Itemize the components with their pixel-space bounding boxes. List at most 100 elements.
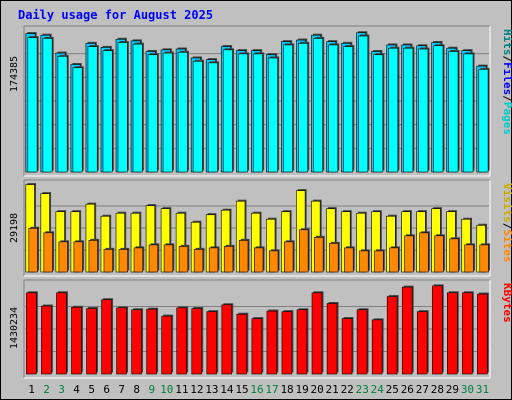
bar-files-day-30: [463, 53, 474, 173]
bar-sites-day-12: [193, 249, 204, 273]
bar-files-day-2: [42, 38, 53, 173]
legend-item: Hits: [501, 29, 512, 56]
bar-kbytes-day-28: [431, 285, 443, 375]
bar-kbytes-day-26: [401, 286, 413, 375]
bar-files-day-31: [478, 69, 489, 173]
bar-sites-day-30: [464, 244, 474, 273]
bar-sites-day-29: [449, 238, 459, 273]
day-label-25: 25: [386, 383, 399, 396]
bar-sites-day-6: [103, 249, 113, 273]
day-label-7: 7: [118, 383, 125, 396]
bar-kbytes-day-1: [26, 292, 37, 375]
bar-sites-day-27: [419, 232, 429, 273]
day-label-1: 1: [28, 383, 35, 396]
bar-files-day-17: [268, 57, 278, 173]
bar-kbytes-day-27: [416, 311, 428, 375]
day-label-20: 20: [311, 383, 324, 396]
bar-files-day-29: [448, 51, 459, 173]
bar-files-day-23: [358, 35, 369, 173]
legend-item: Files: [501, 62, 512, 95]
bar-sites-day-26: [404, 235, 414, 273]
day-label-31: 31: [476, 383, 489, 396]
bar-kbytes-day-29: [447, 292, 458, 375]
bar-files-day-4: [72, 67, 83, 173]
day-label-4: 4: [73, 383, 80, 396]
day-label-28: 28: [431, 383, 444, 396]
bar-kbytes-day-15: [236, 313, 248, 375]
bar-kbytes-day-9: [146, 308, 157, 375]
bar-files-day-21: [328, 44, 339, 173]
bar-kbytes-day-12: [191, 308, 202, 375]
day-label-9: 9: [148, 383, 155, 396]
bar-files-day-10: [162, 52, 173, 173]
bar-kbytes-day-11: [176, 307, 187, 375]
bar-files-day-25: [388, 47, 399, 173]
day-label-11: 11: [175, 383, 188, 396]
day-label-21: 21: [326, 383, 339, 396]
legend-item: KBytes: [501, 283, 512, 323]
bar-sites-day-28: [434, 235, 444, 273]
bar-sites-day-1: [28, 227, 38, 273]
bar-files-day-3: [57, 56, 68, 173]
bar-sites-day-9: [148, 244, 159, 273]
day-label-16: 16: [250, 383, 263, 396]
day-label-19: 19: [295, 383, 308, 396]
bar-sites-day-10: [163, 244, 174, 273]
bar-kbytes-day-10: [161, 315, 172, 375]
legend-item: Sites: [501, 229, 512, 262]
day-label-10: 10: [160, 383, 173, 396]
bar-kbytes-day-17: [266, 310, 278, 375]
bar-files-day-9: [147, 54, 158, 173]
bar-files-day-28: [433, 45, 444, 173]
bar-sites-day-21: [329, 243, 339, 273]
bar-sites-day-3: [58, 241, 68, 273]
panel-visits: 29198 Visits/Sites: [9, 179, 512, 277]
bar-kbytes-day-13: [206, 311, 218, 375]
bar-kbytes-day-31: [477, 293, 488, 375]
bar-kbytes-day-7: [116, 307, 127, 375]
legend-hits: Hits/Files/Pages: [501, 29, 512, 135]
panel-kbytes: 1430234 KBytes: [9, 279, 512, 379]
bar-sites-day-8: [133, 247, 144, 273]
bar-kbytes-day-2: [41, 305, 52, 375]
day-label-6: 6: [103, 383, 110, 396]
day-label-5: 5: [88, 383, 95, 396]
bar-kbytes-day-4: [71, 306, 82, 375]
bar-sites-day-18: [284, 241, 294, 273]
day-label-17: 17: [265, 383, 278, 396]
bar-sites-day-16: [253, 247, 264, 273]
bar-files-day-12: [192, 60, 203, 173]
day-label-24: 24: [371, 383, 385, 396]
bar-files-day-1: [27, 37, 38, 173]
day-label-18: 18: [280, 383, 293, 396]
bar-sites-day-5: [88, 240, 98, 273]
bar-kbytes-day-25: [386, 296, 398, 375]
bar-kbytes-day-21: [326, 303, 338, 375]
bar-files-day-19: [298, 43, 309, 173]
bar-files-day-22: [343, 46, 354, 173]
bar-files-day-7: [117, 42, 128, 173]
bar-files-day-6: [102, 50, 113, 173]
bar-sites-day-25: [389, 247, 399, 273]
bar-kbytes-day-14: [221, 304, 233, 375]
bar-sites-day-19: [299, 229, 309, 273]
day-label-30: 30: [461, 383, 474, 396]
day-label-2: 2: [43, 383, 50, 396]
bar-files-day-13: [207, 62, 218, 173]
legend-item: /: [501, 95, 512, 102]
bar-sites-day-24: [374, 250, 384, 273]
legend-visits: Visits/Sites: [501, 183, 512, 263]
legend-item: /: [501, 223, 512, 230]
bar-files-day-11: [177, 51, 188, 173]
max-value-label: 174385: [9, 56, 20, 92]
bar-kbytes-day-22: [341, 318, 353, 375]
legend-kbytes: KBytes: [501, 283, 512, 323]
bar-sites-day-22: [344, 247, 354, 273]
bar-kbytes-day-24: [371, 319, 383, 375]
bar-sites-day-2: [43, 232, 53, 273]
day-label-14: 14: [220, 383, 234, 396]
bar-kbytes-day-20: [311, 292, 323, 375]
day-label-13: 13: [205, 383, 218, 396]
bar-kbytes-day-18: [281, 311, 293, 375]
